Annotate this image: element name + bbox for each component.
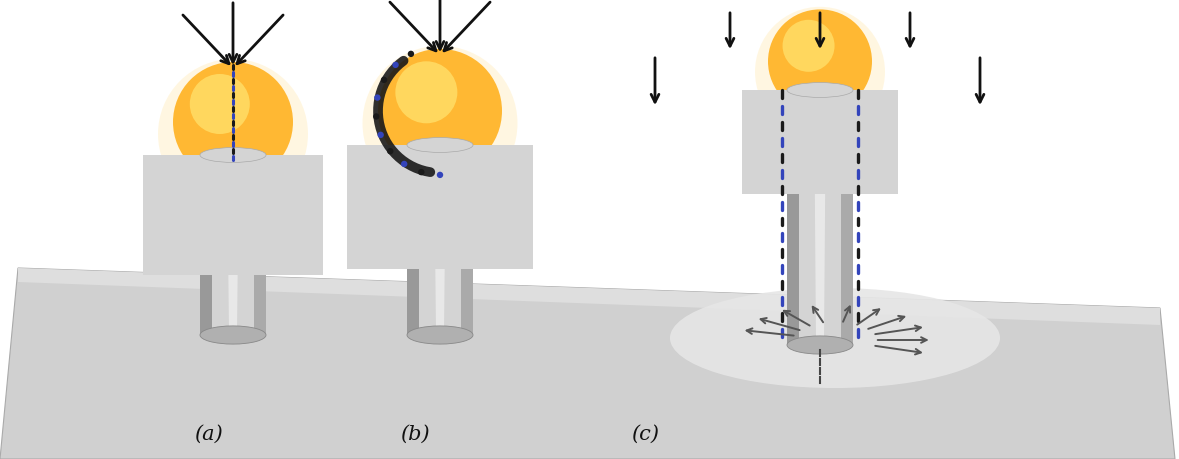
Ellipse shape (200, 148, 266, 162)
Text: (b): (b) (400, 425, 430, 444)
Polygon shape (228, 155, 239, 335)
Polygon shape (788, 90, 798, 345)
Circle shape (755, 7, 885, 137)
Circle shape (436, 172, 443, 178)
Polygon shape (407, 145, 419, 335)
Ellipse shape (407, 326, 473, 344)
Circle shape (378, 49, 502, 173)
Circle shape (362, 46, 518, 201)
Circle shape (408, 50, 414, 57)
Polygon shape (742, 90, 898, 194)
Circle shape (387, 148, 394, 154)
Ellipse shape (788, 83, 852, 97)
Polygon shape (461, 145, 473, 335)
Polygon shape (842, 90, 852, 345)
Ellipse shape (200, 148, 266, 162)
Circle shape (395, 62, 457, 123)
Ellipse shape (200, 326, 266, 344)
Circle shape (190, 74, 250, 134)
Ellipse shape (788, 336, 852, 354)
Polygon shape (0, 268, 1175, 459)
Circle shape (419, 169, 424, 175)
Circle shape (783, 20, 835, 72)
Text: (c): (c) (631, 425, 659, 444)
Ellipse shape (670, 288, 1000, 388)
Text: (a): (a) (193, 425, 223, 444)
Circle shape (381, 77, 387, 83)
Polygon shape (788, 90, 852, 345)
Circle shape (158, 59, 308, 209)
Circle shape (401, 161, 408, 167)
Circle shape (374, 95, 381, 101)
Polygon shape (255, 155, 266, 335)
Polygon shape (200, 155, 211, 335)
Ellipse shape (407, 138, 473, 152)
Circle shape (393, 62, 399, 68)
Polygon shape (407, 145, 473, 335)
Polygon shape (143, 155, 323, 275)
Circle shape (377, 132, 384, 138)
Polygon shape (347, 145, 533, 269)
Ellipse shape (407, 138, 473, 152)
Polygon shape (434, 145, 446, 335)
Ellipse shape (788, 83, 852, 97)
Polygon shape (18, 268, 1160, 325)
Circle shape (173, 62, 294, 182)
Circle shape (373, 113, 380, 120)
Polygon shape (814, 90, 826, 345)
Circle shape (768, 9, 872, 113)
Polygon shape (200, 155, 266, 335)
